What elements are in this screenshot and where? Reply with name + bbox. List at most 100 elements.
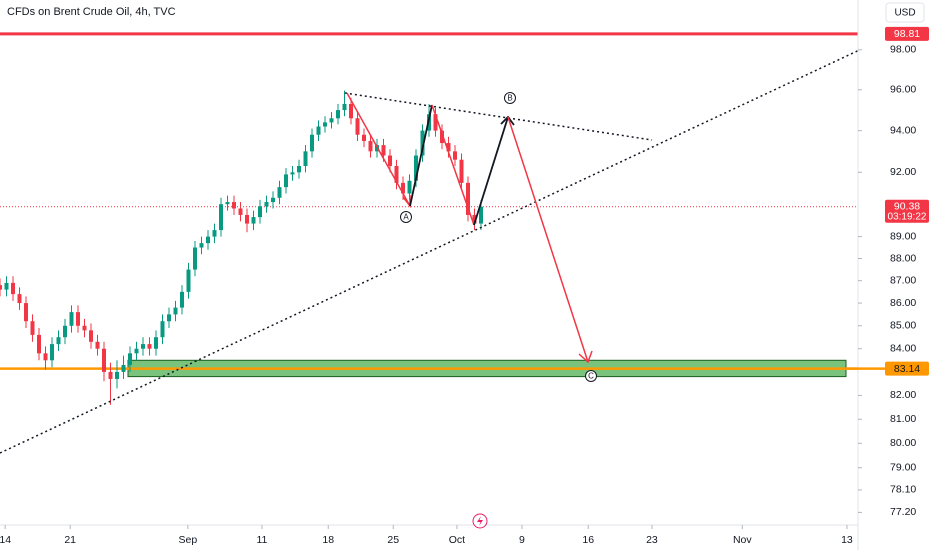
y-tick-label: 96.00 [890, 84, 916, 96]
candle-body [30, 321, 35, 335]
wave-label-circle [400, 211, 412, 223]
candle-body [89, 330, 93, 342]
y-tick-label: 86.00 [890, 297, 916, 309]
candle-body [433, 114, 438, 131]
candle-body [108, 371, 113, 379]
candle-body [303, 151, 308, 167]
candle-body [167, 314, 171, 322]
candle-body [154, 337, 158, 349]
level-label-box [885, 361, 929, 376]
candle-body [115, 371, 119, 379]
candle-body [102, 348, 106, 372]
candle-body [199, 243, 204, 248]
currency-box[interactable] [885, 2, 925, 23]
wave-b [473, 116, 509, 226]
candle-body [238, 208, 243, 215]
y-tick-label: 82.00 [890, 389, 916, 401]
candle-body [50, 344, 54, 361]
wave-label: A [403, 213, 409, 222]
y-tick-label: 84.00 [890, 342, 916, 354]
candle-body [69, 312, 74, 326]
candle-body [251, 217, 256, 224]
candle-body [394, 166, 399, 183]
candle-body [232, 202, 236, 209]
candle-body [121, 364, 126, 372]
wave-c [507, 116, 589, 363]
candle-body [472, 214, 477, 224]
y-tick-label: 78.10 [890, 484, 916, 496]
candle-body [76, 312, 80, 326]
currency: USD [894, 8, 915, 19]
candle-body [381, 145, 386, 156]
candle-body [225, 202, 230, 205]
x-tick-label: 9 [519, 534, 525, 546]
candle-body [414, 155, 418, 181]
candle-body [290, 172, 295, 175]
candle-body [134, 348, 139, 354]
candle-body [284, 174, 288, 188]
candle-body [11, 282, 15, 295]
candle-body [336, 110, 340, 119]
wave-label-circle [585, 370, 597, 382]
x-tick-label: Nov [733, 534, 752, 546]
candle-body [420, 130, 425, 156]
wave-label: B [507, 94, 512, 103]
wave-a [346, 92, 411, 207]
arrow-head [578, 350, 593, 364]
candle-body [160, 321, 165, 338]
countdown: 03:19:22 [888, 211, 927, 222]
candle-body [43, 353, 48, 361]
candle-body [37, 334, 41, 354]
candle-body [180, 291, 184, 308]
candle-body [17, 294, 22, 304]
y-tick-label: 85.00 [890, 320, 916, 332]
y-tick-label: 79.00 [890, 461, 916, 473]
candle-body [316, 126, 321, 135]
resistance-line [344, 92, 653, 141]
y-tick-label: 81.00 [890, 413, 916, 425]
chart-title: CFDs on Brent Crude Oil, 4h, TVC [7, 6, 176, 18]
candle-body [56, 337, 61, 345]
candle-body [82, 325, 87, 331]
wave-label-circle [504, 92, 516, 104]
candle-body [479, 206, 483, 224]
candle-body [342, 103, 347, 111]
x-tick-label: 16 [582, 534, 594, 546]
candle-body [329, 118, 334, 123]
x-tick-label: 14 [0, 534, 11, 546]
wave-label: C [588, 372, 594, 381]
candle-body [24, 303, 28, 322]
x-tick-label: 23 [646, 534, 658, 546]
candle-body [147, 344, 152, 349]
wave-up [409, 104, 433, 207]
level-label-box [885, 26, 929, 41]
candle-body [368, 140, 373, 152]
candle-body [310, 134, 314, 152]
plot-area [0, 32, 858, 405]
candle-body [206, 236, 210, 244]
level-label: 98.81 [894, 28, 920, 40]
level-label: 83.14 [894, 363, 920, 375]
candle-body [277, 187, 282, 198]
drawings: A B C [0, 49, 858, 454]
candle-body [323, 122, 327, 127]
candle-body [440, 130, 444, 144]
candle-body [349, 103, 353, 119]
x-tick-label: 11 [256, 534, 267, 546]
candle-body [186, 269, 191, 292]
candle-body [401, 182, 405, 194]
candle-body [95, 341, 100, 349]
candle-body [362, 134, 366, 141]
wave-down [431, 104, 475, 226]
y-tick-label: 87.00 [890, 274, 916, 286]
candle-body [0, 285, 2, 290]
logo-bolt [477, 516, 483, 526]
candle-body [297, 166, 301, 173]
candle-body [446, 143, 451, 152]
candle-body [193, 247, 197, 270]
x-tick-label: 25 [387, 534, 399, 546]
last-price-box [885, 199, 929, 223]
candle-body [173, 307, 178, 315]
x-tick-label: 13 [841, 534, 853, 546]
